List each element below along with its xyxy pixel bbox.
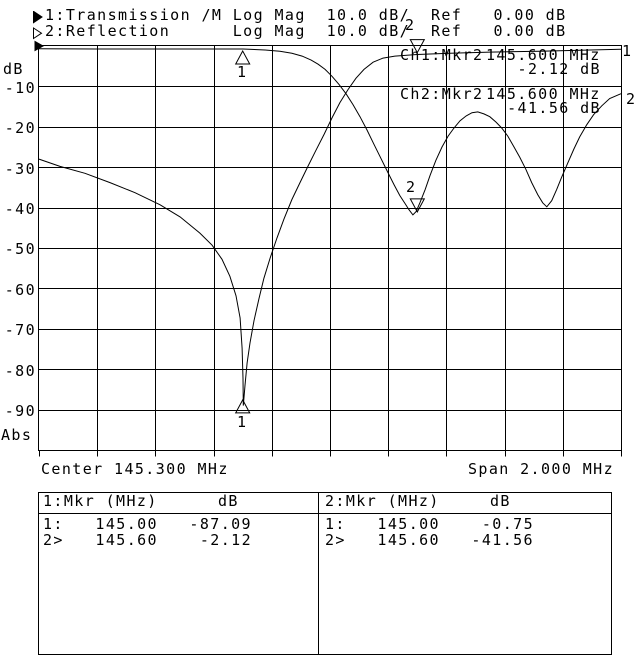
trace2-end-label: 2 <box>626 90 637 108</box>
marker-table-right-title: 2:Mkr (MHz) <box>325 492 440 510</box>
table-row: 1: <box>325 515 346 533</box>
marker2-ch1-triangle <box>409 39 426 54</box>
table-cell-freq: 145.00 <box>377 515 440 533</box>
y-tick-20: -20 <box>4 119 36 137</box>
trace-reflection <box>38 48 622 216</box>
trace1-end-label: 1 <box>622 42 633 60</box>
center-frequency-label: Center 145.300 MHz <box>41 460 229 478</box>
table-row: 1: <box>43 515 64 533</box>
readout-ch1-value: -2.12 dB <box>517 60 601 78</box>
channel2-header: 2:Reflection Log Mag 10.0 dB/ Ref 0.00 d… <box>45 22 567 40</box>
y-tick-10: -10 <box>4 79 36 97</box>
y-tick-70: -70 <box>4 321 36 339</box>
y-tick-60: -60 <box>4 281 36 299</box>
channel1-header: 1:Transmission /M Log Mag 10.0 dB/ Ref 0… <box>45 6 567 24</box>
table-cell-freq: 145.60 <box>377 531 440 549</box>
marker-table-right-unit: dB <box>490 492 511 510</box>
table-row: 2> <box>325 531 346 549</box>
readout-ch1-label: Ch1:Mkr2 <box>400 46 484 64</box>
table-cell-db: -87.09 <box>189 515 252 533</box>
table-row: 2> <box>43 531 64 549</box>
y-tick-40: -40 <box>4 200 36 218</box>
marker1-transmission-digit: 1 <box>237 413 248 431</box>
table-cell-db: -2.12 <box>199 531 252 549</box>
marker1-ch2-triangle <box>234 49 251 65</box>
marker2-ch2-triangle <box>409 198 426 213</box>
y-tick-90: -90 <box>4 402 36 420</box>
channel2-inactive-icon <box>33 25 43 44</box>
table-cell-freq: 145.60 <box>95 531 158 549</box>
marker1-ch1-triangle <box>234 398 251 414</box>
y-axis-abs-label: Abs <box>1 426 33 444</box>
marker-table-left-title: 1:Mkr (MHz) <box>43 492 158 510</box>
marker-table-left-unit: dB <box>218 492 239 510</box>
y-axis-unit-label: dB <box>3 60 24 78</box>
marker2-reflection-digit: 2 <box>406 178 417 196</box>
table-cell-db: -41.56 <box>471 531 534 549</box>
marker2-transmission-digit: 2 <box>405 16 416 34</box>
y-tick-80: -80 <box>4 362 36 380</box>
y-tick-30: -30 <box>4 160 36 178</box>
reference-level-arrow <box>34 40 45 52</box>
readout-ch2-freq: 145.600 MHz <box>486 85 601 103</box>
span-label: Span 2.000 MHz <box>467 460 614 478</box>
readout-ch1-freq: 145.600 MHz <box>486 46 601 64</box>
channel1-active-icon <box>32 9 43 28</box>
table-cell-db: -0.75 <box>481 515 534 533</box>
trace-transmission <box>38 48 622 406</box>
y-tick-50: -50 <box>4 240 36 258</box>
readout-ch2-value: -41.56 dB <box>507 99 601 117</box>
marker-table-border <box>38 492 612 655</box>
table-cell-freq: 145.00 <box>95 515 158 533</box>
readout-ch2-label: Ch2:Mkr2 <box>400 85 484 103</box>
marker1-reflection-digit: 1 <box>237 63 248 81</box>
